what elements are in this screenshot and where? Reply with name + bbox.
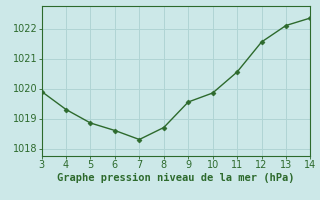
X-axis label: Graphe pression niveau de la mer (hPa): Graphe pression niveau de la mer (hPa)	[57, 173, 295, 183]
